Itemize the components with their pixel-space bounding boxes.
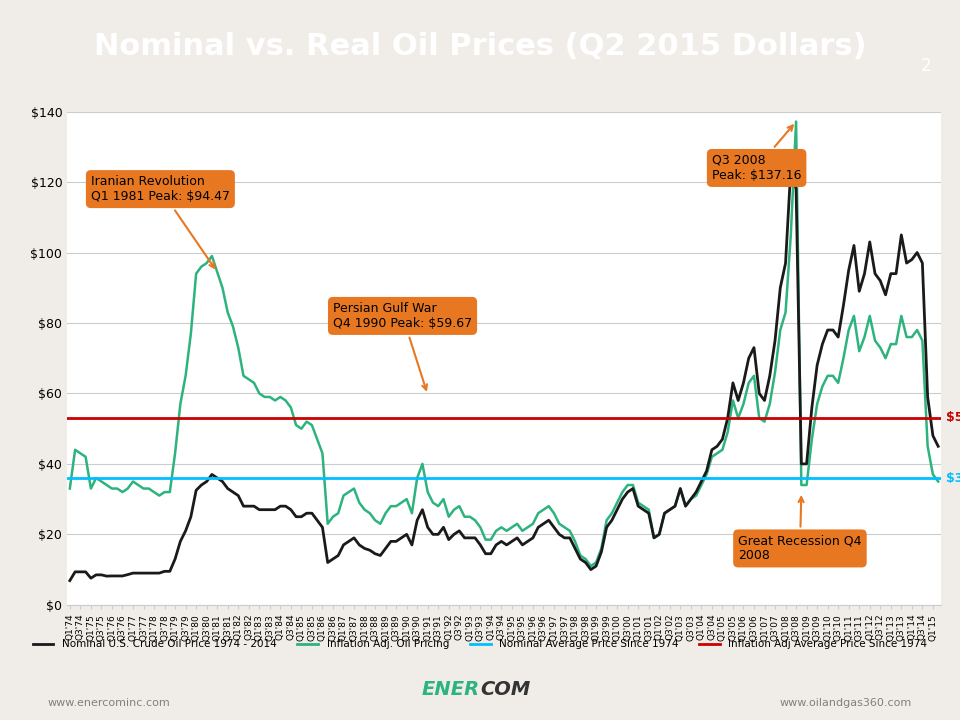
Nominal U.S. Crude Oil Price 1974 - 2014	[785, 163, 797, 172]
Nominal U.S. Crude Oil Price 1974 - 2014	[85, 574, 97, 582]
Inflation Adj. Oil Pricing	[306, 420, 318, 429]
Text: Persian Gulf War
Q4 1990 Peak: $59.67: Persian Gulf War Q4 1990 Peak: $59.67	[333, 302, 472, 390]
Inflation Adj. Oil Pricing	[585, 562, 596, 570]
Inflation Adj. Oil Pricing	[790, 117, 802, 126]
Nominal U.S. Crude Oil Price 1974 - 2014	[932, 442, 944, 451]
Inflation Adj. Oil Pricing	[85, 485, 97, 493]
Nominal U.S. Crude Oil Price 1974 - 2014	[643, 509, 655, 518]
Nominal U.S. Crude Oil Price 1974 - 2014	[922, 392, 933, 401]
Legend: Nominal U.S. Crude Oil Price 1974 - 2014, Inflation Adj. Oil Pricing, Nominal Av: Nominal U.S. Crude Oil Price 1974 - 2014…	[29, 635, 931, 654]
Text: $35.97: $35.97	[946, 472, 960, 485]
Text: www.oilandgas360.com: www.oilandgas360.com	[780, 698, 912, 708]
Inflation Adj Average Price Since 1974	[69, 413, 81, 422]
Nominal Average Price Since 1974	[69, 474, 81, 482]
Inflation Adj Average Price Since 1974	[64, 413, 76, 422]
Nominal U.S. Crude Oil Price 1974 - 2014	[64, 576, 76, 585]
Inflation Adj. Oil Pricing	[622, 481, 634, 490]
Text: Nominal vs. Real Oil Prices (Q2 2015 Dollars): Nominal vs. Real Oil Prices (Q2 2015 Dol…	[94, 32, 866, 61]
Text: $53.12: $53.12	[946, 411, 960, 424]
Text: Iranian Revolution
Q1 1981 Peak: $94.47: Iranian Revolution Q1 1981 Peak: $94.47	[91, 175, 229, 268]
Inflation Adj. Oil Pricing	[64, 485, 76, 493]
Line: Nominal U.S. Crude Oil Price 1974 - 2014: Nominal U.S. Crude Oil Price 1974 - 2014	[70, 168, 938, 580]
Nominal U.S. Crude Oil Price 1974 - 2014	[616, 495, 628, 503]
Text: ENER: ENER	[421, 680, 480, 699]
Nominal Average Price Since 1974	[64, 474, 76, 482]
Inflation Adj. Oil Pricing	[648, 534, 660, 542]
Text: COM: COM	[480, 680, 530, 699]
Line: Inflation Adj. Oil Pricing: Inflation Adj. Oil Pricing	[70, 122, 938, 566]
Text: Q3 2008
Peak: $137.16: Q3 2008 Peak: $137.16	[712, 125, 802, 182]
Inflation Adj. Oil Pricing	[927, 470, 939, 479]
Inflation Adj. Oil Pricing	[890, 340, 901, 348]
Text: www.enercominc.com: www.enercominc.com	[48, 698, 171, 708]
Text: 2: 2	[921, 56, 931, 74]
Nominal U.S. Crude Oil Price 1974 - 2014	[306, 509, 318, 518]
Text: Great Recession Q4
2008: Great Recession Q4 2008	[738, 498, 862, 562]
Nominal U.S. Crude Oil Price 1974 - 2014	[885, 269, 897, 278]
Inflation Adj. Oil Pricing	[932, 477, 944, 486]
